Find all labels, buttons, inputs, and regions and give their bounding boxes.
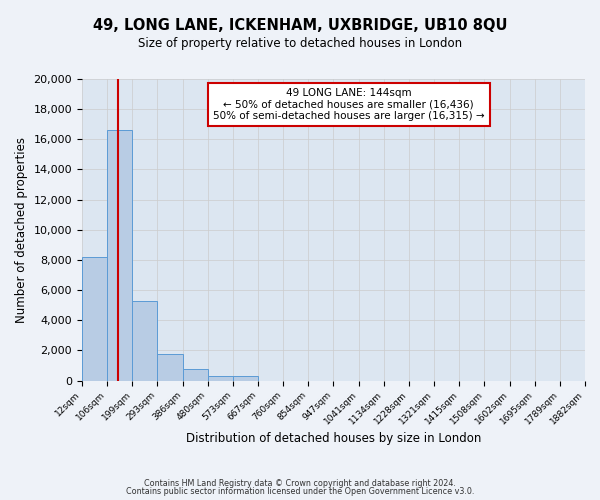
Text: Size of property relative to detached houses in London: Size of property relative to detached ho… (138, 38, 462, 51)
Bar (157, 354, 182, 380)
X-axis label: Distribution of detached houses by size in London: Distribution of detached houses by size … (186, 432, 481, 445)
Bar (208, 376, 233, 380)
Y-axis label: Number of detached properties: Number of detached properties (15, 137, 28, 323)
Bar (233, 376, 258, 380)
Text: Contains HM Land Registry data © Crown copyright and database right 2024.: Contains HM Land Registry data © Crown c… (144, 478, 456, 488)
Text: 49 LONG LANE: 144sqm
← 50% of detached houses are smaller (16,436)
50% of semi-d: 49 LONG LANE: 144sqm ← 50% of detached h… (213, 88, 484, 121)
Text: Contains public sector information licensed under the Open Government Licence v3: Contains public sector information licen… (126, 487, 474, 496)
Bar (182, 368, 208, 380)
Text: 49, LONG LANE, ICKENHAM, UXBRIDGE, UB10 8QU: 49, LONG LANE, ICKENHAM, UXBRIDGE, UB10 … (93, 18, 507, 32)
Bar (82, 257, 107, 380)
Bar (107, 130, 132, 380)
Bar (132, 300, 157, 380)
